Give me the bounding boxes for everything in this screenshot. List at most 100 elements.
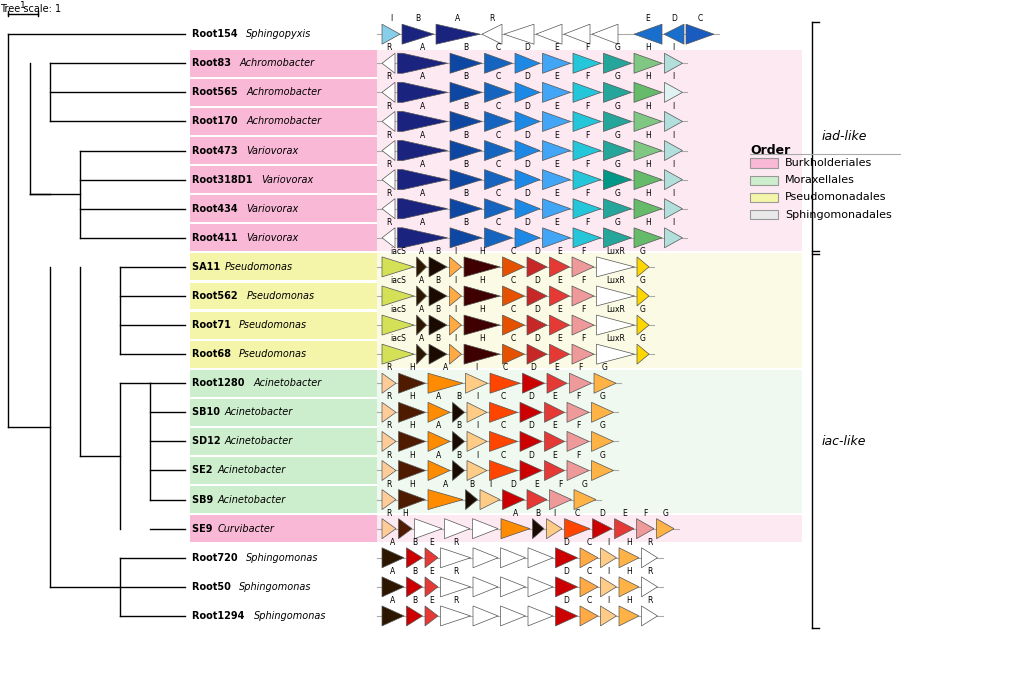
- Text: SA11: SA11: [193, 262, 223, 272]
- Polygon shape: [398, 490, 426, 509]
- Polygon shape: [564, 24, 590, 44]
- FancyBboxPatch shape: [190, 341, 375, 368]
- Polygon shape: [600, 548, 616, 568]
- Text: G: G: [602, 363, 608, 372]
- Text: G: G: [640, 247, 646, 256]
- Polygon shape: [382, 82, 395, 102]
- Text: C: C: [501, 451, 506, 460]
- Polygon shape: [634, 169, 662, 189]
- FancyBboxPatch shape: [190, 196, 377, 223]
- Text: R: R: [647, 596, 652, 605]
- Polygon shape: [592, 402, 613, 422]
- Text: H: H: [645, 218, 651, 227]
- Polygon shape: [453, 431, 465, 451]
- Polygon shape: [398, 431, 426, 451]
- Text: A: A: [456, 15, 461, 23]
- Text: C: C: [496, 131, 501, 140]
- Polygon shape: [417, 257, 427, 277]
- Text: B: B: [412, 567, 417, 576]
- Text: E: E: [554, 131, 559, 140]
- Text: E: E: [552, 451, 557, 460]
- Polygon shape: [382, 373, 396, 393]
- Polygon shape: [573, 53, 601, 73]
- Polygon shape: [618, 606, 639, 626]
- Polygon shape: [501, 519, 530, 539]
- Bar: [750, 210, 778, 219]
- Text: H: H: [645, 73, 651, 82]
- Text: B: B: [435, 305, 440, 314]
- FancyBboxPatch shape: [190, 515, 375, 542]
- Text: C: C: [511, 247, 516, 256]
- Text: A: A: [420, 44, 425, 53]
- Polygon shape: [503, 344, 524, 364]
- Text: Achromobacter: Achromobacter: [240, 58, 314, 68]
- Text: F: F: [581, 247, 585, 256]
- Text: Root720: Root720: [193, 553, 241, 562]
- Text: A: A: [442, 480, 449, 489]
- FancyBboxPatch shape: [190, 254, 375, 280]
- Text: A: A: [420, 73, 425, 82]
- Text: LuxR: LuxR: [606, 247, 625, 256]
- Text: B: B: [435, 247, 440, 256]
- Polygon shape: [397, 228, 447, 248]
- Polygon shape: [503, 315, 524, 335]
- Polygon shape: [528, 548, 553, 568]
- Polygon shape: [567, 460, 589, 480]
- Text: Root1280: Root1280: [193, 378, 248, 388]
- FancyBboxPatch shape: [190, 341, 377, 368]
- Text: Pseudomonas: Pseudomonas: [240, 320, 307, 330]
- Polygon shape: [555, 606, 578, 626]
- Text: A: A: [420, 189, 425, 198]
- Text: C: C: [496, 218, 501, 227]
- Text: C: C: [587, 538, 592, 547]
- Polygon shape: [567, 402, 589, 422]
- Polygon shape: [572, 344, 594, 364]
- Text: F: F: [585, 131, 589, 140]
- Text: E: E: [557, 247, 562, 256]
- Polygon shape: [428, 402, 450, 422]
- Text: I: I: [607, 596, 609, 605]
- Polygon shape: [594, 373, 616, 393]
- FancyBboxPatch shape: [190, 108, 375, 135]
- Polygon shape: [482, 24, 502, 44]
- Polygon shape: [580, 577, 598, 597]
- Text: E: E: [429, 596, 434, 605]
- Text: G: G: [640, 276, 646, 285]
- Text: E: E: [429, 567, 434, 576]
- Polygon shape: [489, 402, 517, 422]
- Polygon shape: [545, 402, 564, 422]
- Polygon shape: [429, 344, 447, 364]
- Text: F: F: [585, 44, 589, 53]
- Polygon shape: [397, 169, 447, 189]
- Text: G: G: [640, 334, 646, 343]
- Text: I: I: [673, 131, 675, 140]
- Text: I: I: [607, 567, 609, 576]
- Polygon shape: [597, 257, 635, 277]
- FancyBboxPatch shape: [190, 50, 377, 77]
- Polygon shape: [603, 140, 632, 160]
- Text: Acinetobacter: Acinetobacter: [225, 437, 293, 446]
- Text: I: I: [673, 218, 675, 227]
- FancyBboxPatch shape: [190, 312, 375, 338]
- Polygon shape: [547, 519, 562, 539]
- Text: I: I: [455, 276, 457, 285]
- Text: A: A: [419, 305, 424, 314]
- Text: E: E: [554, 102, 559, 111]
- Polygon shape: [550, 315, 569, 335]
- Polygon shape: [614, 519, 634, 539]
- Polygon shape: [569, 373, 592, 393]
- Text: C: C: [501, 422, 506, 430]
- Text: E: E: [557, 334, 562, 343]
- Polygon shape: [665, 199, 683, 219]
- Text: E: E: [622, 509, 627, 518]
- Text: Root68: Root68: [193, 349, 234, 359]
- Text: F: F: [581, 334, 585, 343]
- Text: B: B: [464, 102, 469, 111]
- Polygon shape: [450, 169, 482, 189]
- Text: Root434: Root434: [193, 204, 241, 214]
- Text: D: D: [563, 538, 569, 547]
- Text: D: D: [535, 334, 540, 343]
- Text: G: G: [614, 44, 621, 53]
- Polygon shape: [515, 228, 540, 248]
- Polygon shape: [450, 199, 482, 219]
